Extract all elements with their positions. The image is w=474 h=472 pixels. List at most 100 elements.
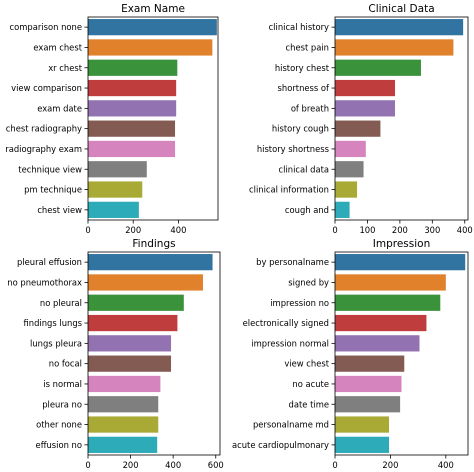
bar — [335, 201, 350, 218]
x-tick-label: 0 — [332, 225, 337, 235]
chart-panel-1: Clinical Data clinical history chest pain h… — [249, 3, 473, 235]
bar — [335, 375, 402, 393]
x-tick-label: 200 — [123, 460, 139, 470]
bar — [88, 120, 176, 137]
bar — [335, 335, 420, 352]
bar — [335, 59, 421, 76]
x-tick-label: 400 — [170, 225, 186, 235]
x-tick-label: 0 — [85, 460, 90, 470]
y-tick-label: signed by — [288, 277, 329, 287]
x-tick-label: 0 — [332, 460, 337, 470]
y-tick-label: exam date — [37, 103, 82, 113]
y-tick-label: impression normal — [251, 338, 329, 348]
x-tick-label: 400 — [457, 225, 473, 235]
plot-frame — [87, 251, 221, 456]
y-tick-label: lungs pleura — [30, 338, 82, 348]
bar — [88, 416, 159, 433]
chart-title: Exam Name — [121, 3, 185, 15]
y-tick-label: history shortness — [257, 144, 329, 154]
bar — [335, 254, 466, 271]
plot-frame — [334, 16, 469, 221]
y-tick-label: date time — [289, 399, 329, 409]
bar — [88, 335, 172, 352]
bar — [88, 436, 158, 453]
bar — [335, 140, 366, 158]
chart-panel-2: Findings pleural effusion no pneumothorax n… — [7, 238, 223, 470]
bar — [88, 294, 184, 311]
x-tick-label: 400 — [165, 460, 181, 470]
y-tick-label: is normal — [43, 379, 82, 389]
y-tick-label: no acute — [292, 379, 329, 389]
y-tick-label: view chest — [284, 359, 329, 369]
x-tick-label: 200 — [392, 225, 408, 235]
bar — [88, 314, 178, 332]
bar — [335, 161, 364, 178]
y-tick-label: effusion no — [36, 440, 82, 450]
y-tick-label: pm technique — [24, 185, 82, 195]
bar — [335, 181, 358, 198]
y-tick-label: impression no — [270, 298, 329, 308]
bar — [88, 100, 177, 117]
bar — [335, 19, 464, 36]
bar — [335, 39, 454, 56]
bar — [88, 161, 147, 178]
bar — [88, 396, 159, 413]
bar — [335, 79, 396, 97]
chart-panel-3: Impression by personalname signed by impres… — [232, 238, 469, 470]
y-tick-label: exam chest — [33, 42, 82, 52]
y-tick-label: pleura no — [42, 399, 82, 409]
x-tick-label: 300 — [424, 225, 440, 235]
y-tick-label: history chest — [275, 63, 330, 73]
y-tick-label: shortness of — [278, 83, 330, 93]
y-tick-label: history cough — [272, 124, 329, 134]
y-tick-label: no focal — [49, 359, 82, 369]
y-tick-label: xr chest — [48, 63, 82, 73]
x-tick-label: 200 — [125, 225, 141, 235]
y-tick-label: chest pain — [286, 42, 329, 52]
bar — [335, 396, 401, 413]
y-tick-label: clinical information — [249, 185, 329, 195]
bar — [88, 79, 177, 97]
plot-frame — [87, 16, 219, 221]
plot-frame — [334, 251, 469, 456]
chart-title: Clinical Data — [368, 3, 434, 15]
y-tick-label: acute cardiopulmonary — [232, 440, 329, 450]
y-tick-label: radiography exam — [5, 144, 82, 154]
y-tick-label: of breath — [291, 103, 329, 113]
x-tick-label: 100 — [359, 225, 375, 235]
y-tick-label: no pneumothorax — [7, 277, 82, 287]
y-tick-label: technique view — [18, 164, 82, 174]
y-tick-label: other none — [36, 420, 82, 430]
bar — [88, 59, 178, 76]
y-tick-label: no pleural — [40, 298, 82, 308]
bar — [88, 274, 203, 291]
y-tick-label: electronically signed — [243, 318, 329, 328]
y-tick-label: comparison none — [10, 22, 82, 32]
bar — [335, 274, 446, 291]
chart-title: Findings — [132, 238, 175, 250]
bar — [335, 294, 441, 311]
bar — [335, 416, 390, 433]
bar — [88, 375, 161, 393]
y-tick-label: pleural effusion — [17, 257, 82, 267]
x-tick-label: 0 — [85, 225, 90, 235]
bar — [335, 100, 396, 117]
y-tick-label: clinical history — [269, 22, 329, 32]
y-tick-label: by personalname — [256, 257, 329, 267]
y-tick-label: view comparison — [11, 83, 82, 93]
x-tick-label: 400 — [438, 460, 454, 470]
bar — [88, 201, 139, 218]
bar — [88, 181, 143, 198]
bar — [88, 140, 176, 158]
y-tick-label: personalname md — [253, 420, 329, 430]
bar — [335, 120, 381, 137]
bar — [88, 355, 172, 372]
bar — [88, 254, 213, 271]
y-tick-label: chest radiography — [6, 124, 82, 134]
y-tick-label: cough and — [285, 205, 329, 215]
x-tick-label: 600 — [208, 460, 224, 470]
chart-panel-0: Exam Name comparison none exam chest xr che… — [5, 3, 219, 235]
bar — [335, 314, 427, 332]
x-tick-label: 200 — [382, 460, 398, 470]
